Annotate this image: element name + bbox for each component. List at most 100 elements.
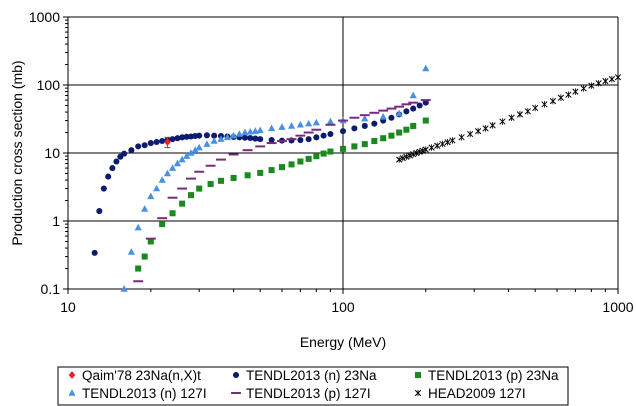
data-point: [147, 238, 154, 245]
data-point: [524, 108, 531, 115]
data-point: [388, 114, 395, 121]
legend-item: Qaim'78 23Na(n,X)t: [68, 368, 201, 383]
data-point: [388, 132, 395, 139]
data-point: [278, 123, 286, 130]
data-point: [230, 174, 237, 181]
data-point: [246, 127, 254, 135]
data-point: [183, 152, 191, 159]
data-point: [196, 132, 203, 139]
legend-item: TENDL2013 (p) 23Na: [414, 368, 559, 383]
data-point: [257, 169, 264, 176]
data-point: [278, 164, 286, 171]
data-point: [257, 136, 264, 143]
data-point: [187, 149, 195, 156]
data-point: [458, 134, 465, 141]
data-point: [268, 124, 276, 132]
data-point: [410, 122, 417, 129]
data-point: [159, 138, 166, 145]
y-axis-title: Production cross section (mb): [9, 60, 25, 245]
data-point: [339, 128, 347, 135]
data-point: [409, 91, 417, 99]
legend-box: [57, 366, 569, 406]
legend-label: Qaim'78 23Na(n,X)t: [82, 368, 201, 383]
data-point: [217, 177, 225, 184]
data-point: [168, 164, 177, 171]
data-point: [164, 138, 171, 146]
data-point: [109, 165, 116, 172]
data-point: [532, 104, 539, 112]
data-point: [163, 169, 172, 177]
data-point: [588, 82, 595, 89]
data-point: [244, 172, 251, 179]
data-point: [439, 140, 446, 148]
data-point: [241, 134, 248, 141]
series-dash: [133, 99, 431, 283]
data-point: [191, 146, 199, 153]
data-point: [203, 140, 211, 147]
legend-label: TENDL2013 (n) 127I: [82, 386, 207, 401]
data-point: [158, 176, 166, 183]
data-point: [127, 248, 135, 255]
data-point: [549, 97, 557, 105]
data-point: [327, 148, 334, 155]
data-point: [217, 135, 225, 142]
legend-item: TENDL2013 (n) 23Na: [232, 368, 377, 383]
data-point: [422, 117, 429, 124]
legend-marker: [68, 371, 76, 379]
data-point: [287, 122, 296, 129]
y-tick-label: 1: [52, 213, 60, 229]
data-point: [211, 132, 218, 139]
y-tick-label: 1000: [29, 9, 60, 25]
data-point: [489, 122, 496, 129]
data-point: [153, 139, 160, 146]
data-point: [169, 136, 176, 143]
data-point: [313, 134, 320, 141]
data-point: [399, 154, 406, 162]
data-point: [113, 158, 120, 165]
data-point: [100, 185, 107, 192]
data-point: [203, 132, 210, 139]
data-point: [141, 253, 148, 260]
data-point: [105, 173, 112, 180]
data-series: [91, 64, 622, 292]
data-point: [422, 99, 429, 106]
data-point: [516, 111, 524, 118]
legend: Qaim'78 23Na(n,X)t TENDL2013 (n) 23Na TEND…: [57, 366, 569, 406]
y-tick-label: 0.1: [41, 281, 61, 297]
legend-item: HEAD2009 127I: [414, 386, 526, 401]
data-point: [135, 143, 142, 150]
data-point: [572, 88, 579, 95]
data-point: [403, 126, 410, 133]
data-point: [120, 285, 128, 292]
data-point: [422, 64, 430, 72]
data-point: [602, 77, 609, 85]
data-point: [371, 120, 378, 127]
data-point: [91, 249, 98, 256]
data-point: [326, 117, 334, 125]
legend-label: TENDL2013 (p) 127I: [246, 386, 371, 401]
y-tick-label: 100: [37, 77, 61, 93]
data-point: [229, 131, 238, 139]
data-point: [147, 192, 155, 200]
grid-lines: [68, 16, 619, 289]
data-point: [134, 223, 142, 231]
legend-item: TENDL2013 (n) 127I: [68, 386, 207, 401]
data-point: [187, 192, 194, 199]
data-point: [327, 131, 334, 138]
data-point: [499, 118, 506, 125]
legend-marker: [414, 389, 422, 397]
data-point: [141, 142, 148, 149]
data-point: [305, 119, 313, 127]
data-point: [580, 85, 587, 92]
data-point: [541, 101, 548, 108]
data-point: [371, 138, 378, 145]
data-point: [416, 102, 423, 109]
data-point: [508, 114, 515, 122]
data-point: [159, 221, 166, 228]
legend-marker: [232, 371, 240, 379]
data-point: [179, 134, 186, 141]
data-point: [305, 136, 312, 143]
data-point: [339, 145, 347, 152]
data-point: [406, 152, 413, 159]
